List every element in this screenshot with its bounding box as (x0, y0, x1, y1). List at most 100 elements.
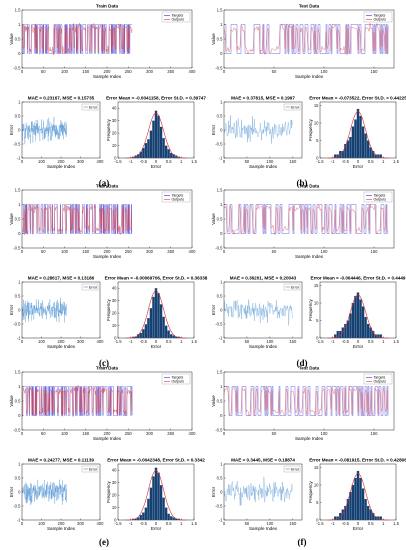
x-axis-label: Sample Index (47, 344, 76, 349)
y-tick-label: 40 (112, 468, 117, 473)
y-tick-label: 0 (18, 413, 21, 418)
x-tick-label: -1.5 (316, 521, 324, 526)
y-axis-label: Frequency (308, 298, 313, 320)
histogram-bar (354, 477, 357, 521)
x-tick-label: 1 (382, 159, 385, 164)
y-tick-label: 0.5 (15, 475, 21, 480)
histogram-bar (369, 147, 372, 159)
legend-error-label: Error (89, 285, 98, 289)
legend-targets-label: Targets (172, 14, 184, 18)
histogram-bar (144, 142, 148, 159)
histogram-bar (341, 150, 345, 159)
legend-outputs-label: Outputs (374, 18, 387, 22)
y-tick-label: 20 (112, 493, 117, 498)
histogram-bar (359, 477, 362, 521)
x-axis-label: Sample Index (93, 436, 122, 441)
histogram-bar (359, 115, 362, 159)
x-tick-label: 150 (371, 69, 379, 74)
x-tick-label: 150 (82, 431, 90, 436)
histogram-bar (169, 334, 173, 339)
y-tick-label: 1.5 (15, 187, 21, 192)
outputs-line (21, 23, 133, 56)
y-tick-label: -0.5 (215, 503, 223, 508)
x-tick-label: 400 (189, 249, 197, 254)
x-axis-label: Sample Index (93, 254, 122, 259)
legend-targets-label: Targets (374, 194, 386, 198)
histogram-bar (356, 108, 360, 159)
y-tick-label: 1 (220, 461, 223, 466)
histogram-bar (371, 330, 375, 339)
x-tick-label: 0 (223, 339, 226, 344)
x-tick-label: 100 (38, 521, 46, 526)
x-tick-label: 50 (272, 69, 277, 74)
histogram-bar (157, 293, 160, 339)
histogram-bar (149, 487, 153, 521)
y-axis-label: Error (9, 304, 14, 315)
x-tick-label: 300 (77, 521, 85, 526)
x-tick-label: 1 (180, 521, 183, 526)
y-tick-label: 0 (220, 51, 223, 56)
histogram-bar (356, 470, 360, 521)
x-tick-label: 50 (41, 69, 46, 74)
x-tick-label: 100 (38, 339, 46, 344)
y-axis-label: Value (9, 395, 14, 407)
x-tick-label: 0 (357, 339, 360, 344)
x-tick-label: 0 (21, 521, 24, 526)
legend (363, 373, 393, 385)
x-axis-label: Sample Index (295, 254, 324, 259)
x-tick-label: 400 (97, 159, 105, 164)
x-tick-label: 150 (371, 249, 379, 254)
histogram-bar (154, 288, 158, 339)
legend-targets-label: Targets (374, 376, 386, 380)
y-tick-label: 0.5 (15, 293, 21, 298)
y-tick-label: 1 (220, 99, 223, 104)
y-tick-label: 20 (112, 311, 117, 316)
x-tick-label: -1 (331, 339, 335, 344)
histogram-bar (341, 509, 345, 521)
y-tick-label: 0 (18, 51, 21, 56)
histogram-bar (139, 332, 143, 339)
legend-error-label: Error (291, 467, 300, 471)
x-tick-label: -1 (331, 521, 335, 526)
x-tick-label: 0.5 (368, 159, 374, 164)
y-tick-label: 30 (112, 118, 117, 123)
y-tick-label: -0.5 (215, 65, 223, 70)
x-tick-label: 0.5 (368, 339, 374, 344)
y-tick-label: 0 (220, 127, 223, 132)
histogram-bar (336, 330, 339, 339)
x-tick-label: 200 (104, 431, 112, 436)
error-axes (223, 101, 303, 159)
y-tick-label: -0.5 (215, 141, 223, 146)
histogram-bar (149, 130, 153, 159)
legend (283, 103, 301, 111)
histogram-bar (147, 318, 150, 339)
x-axis-label: Error (353, 344, 364, 349)
legend-outputs-label: Outputs (374, 198, 387, 202)
panel-label: (b) (297, 178, 308, 188)
outputs-line (223, 386, 389, 417)
histogram-bar (159, 304, 163, 339)
y-tick-label: 0 (18, 489, 21, 494)
error-line (223, 476, 293, 506)
histogram-bar (366, 323, 370, 339)
x-tick-label: 1 (180, 339, 183, 344)
x-axis-label: Error (151, 526, 162, 531)
y-tick-label: 0 (316, 155, 319, 160)
x-tick-label: -0.5 (342, 521, 350, 526)
x-tick-label: 0 (357, 521, 360, 526)
x-tick-label: 400 (97, 339, 105, 344)
y-tick-label: -1 (17, 335, 21, 340)
x-tick-label: 100 (61, 69, 69, 74)
y-tick-label: 1 (220, 202, 223, 207)
histogram-bar (344, 323, 347, 339)
x-tick-label: 300 (146, 249, 154, 254)
y-tick-label: 0 (114, 155, 117, 160)
histogram-bar (144, 324, 148, 339)
y-tick-label: 0.5 (217, 293, 223, 298)
chart-title: Error Mean = -0.064446, Error St.D. = 0.… (311, 276, 406, 281)
chart-title: Test Data (299, 4, 320, 9)
y-tick-label: 1 (18, 22, 21, 27)
x-tick-label: 250 (125, 69, 133, 74)
histogram-bar (379, 334, 383, 339)
